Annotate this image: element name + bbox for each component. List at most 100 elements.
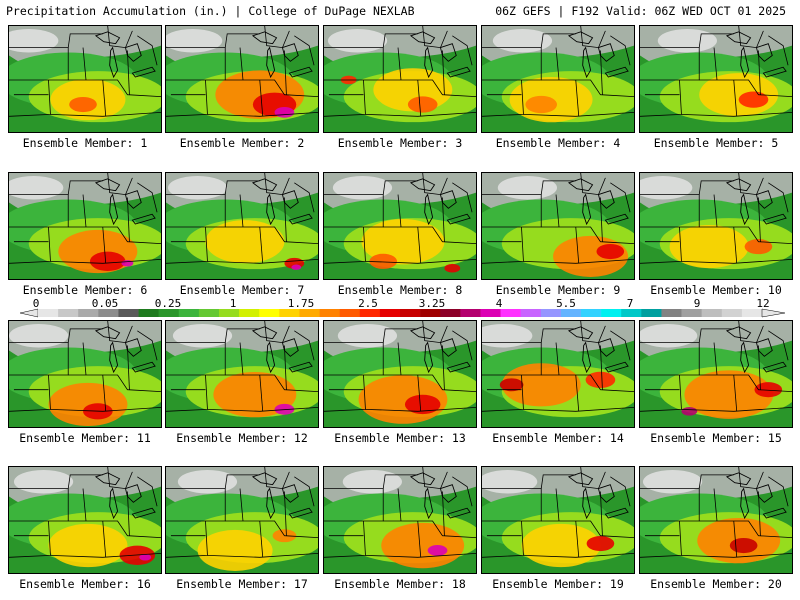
colorbar-swatch bbox=[400, 309, 421, 317]
precipitation-map bbox=[166, 467, 318, 573]
ensemble-map-panel bbox=[481, 466, 635, 574]
colorbar-tick-label: 5.5 bbox=[556, 297, 576, 310]
precipitation-map bbox=[482, 173, 634, 279]
precip-area bbox=[684, 370, 774, 419]
ensemble-map-panel bbox=[8, 466, 162, 574]
ensemble-map-panel bbox=[639, 25, 793, 133]
colorbar-swatch bbox=[158, 309, 180, 317]
precipitation-map bbox=[9, 173, 161, 279]
precip-area bbox=[274, 106, 295, 118]
precip-area bbox=[404, 394, 441, 415]
ensemble-member-label: Ensemble Member: 6 bbox=[22, 283, 148, 297]
precipitation-map bbox=[324, 467, 476, 573]
ensemble-map-panel bbox=[481, 320, 635, 428]
ensemble-map-panel bbox=[323, 172, 477, 280]
colorbar-swatch bbox=[581, 309, 602, 317]
precip-area bbox=[585, 371, 616, 388]
colorbar-swatch bbox=[98, 309, 119, 317]
colorbar-tick-label: 7 bbox=[626, 297, 634, 310]
colorbar-swatch bbox=[359, 309, 381, 317]
ensemble-member-label: Ensemble Member: 20 bbox=[650, 577, 782, 591]
ensemble-member-label: Ensemble Member: 17 bbox=[176, 577, 308, 591]
ensemble-map-panel bbox=[165, 172, 319, 280]
ensemble-map-panel bbox=[323, 320, 477, 428]
map-title: Precipitation Accumulation (in.) | Colle… bbox=[6, 4, 415, 18]
colorbar-swatch bbox=[178, 309, 200, 317]
colorbar-swatch bbox=[520, 309, 542, 317]
colorbar-swatch bbox=[641, 309, 662, 317]
precipitation-map bbox=[482, 467, 634, 573]
colorbar-swatch bbox=[339, 309, 361, 317]
precip-area bbox=[596, 243, 625, 260]
precip-area bbox=[744, 239, 773, 255]
ensemble-map-panel bbox=[639, 466, 793, 574]
colorbar-swatch bbox=[621, 309, 642, 317]
colorbar-swatch bbox=[701, 309, 723, 317]
ensemble-member-label: Ensemble Member: 2 bbox=[179, 136, 305, 150]
ensemble-member-label: Ensemble Member: 16 bbox=[19, 577, 151, 591]
precipitation-map bbox=[640, 467, 792, 573]
precipitation-map bbox=[482, 321, 634, 427]
ensemble-member-label: Ensemble Member: 1 bbox=[22, 136, 148, 150]
colorbar-swatch bbox=[560, 309, 582, 317]
colorbar-min-arrow bbox=[19, 308, 39, 318]
precipitation-map bbox=[324, 26, 476, 132]
precip-area bbox=[69, 96, 97, 113]
precipitation-map bbox=[166, 173, 318, 279]
ensemble-member-label: Ensemble Member: 5 bbox=[653, 136, 779, 150]
precipitation-map bbox=[9, 26, 161, 132]
precip-area bbox=[381, 522, 465, 569]
precip-area bbox=[754, 382, 783, 398]
precip-area bbox=[89, 251, 126, 272]
precip-area bbox=[427, 545, 448, 556]
ensemble-map-panel bbox=[165, 25, 319, 133]
ensemble-map-panel bbox=[165, 320, 319, 428]
ensemble-member-label: Ensemble Member: 3 bbox=[337, 136, 463, 150]
precipitation-map bbox=[324, 173, 476, 279]
ensemble-member-label: Ensemble Member: 7 bbox=[179, 283, 305, 297]
colorbar-tick-label: 9 bbox=[693, 297, 701, 310]
ensemble-member-label: Ensemble Member: 15 bbox=[650, 431, 782, 445]
precip-area bbox=[213, 371, 297, 418]
precip-area bbox=[291, 264, 302, 270]
precip-area bbox=[681, 406, 698, 416]
precip-area bbox=[499, 378, 524, 392]
ensemble-member-label: Ensemble Member: 14 bbox=[492, 431, 624, 445]
colorbar-swatch bbox=[138, 309, 159, 317]
colorbar-swatch bbox=[259, 309, 280, 317]
colorbar-max-arrow bbox=[761, 308, 786, 318]
colorbar-swatch bbox=[198, 309, 220, 317]
colorbar-swatch bbox=[661, 309, 682, 317]
colorbar-tick-label: 3.25 bbox=[418, 297, 446, 310]
precipitation-map bbox=[640, 321, 792, 427]
precip-area bbox=[501, 363, 581, 407]
colorbar-tick-label: 1 bbox=[229, 297, 237, 310]
ensemble-map-panel bbox=[323, 466, 477, 574]
colorbar-swatch bbox=[741, 309, 763, 317]
precipitation-map bbox=[640, 26, 792, 132]
ensemble-map-panel bbox=[8, 172, 162, 280]
colorbar-tick-label: 0 bbox=[32, 297, 40, 310]
ensemble-map-panel bbox=[8, 25, 162, 133]
colorbar-swatch bbox=[681, 309, 702, 317]
ensemble-member-label: Ensemble Member: 10 bbox=[650, 283, 782, 297]
precip-area bbox=[669, 225, 749, 269]
colorbar-swatch bbox=[319, 309, 340, 317]
precipitation-map bbox=[324, 321, 476, 427]
precip-area bbox=[48, 382, 128, 427]
valid-time: 06Z GEFS | F192 Valid: 06Z WED OCT 01 20… bbox=[495, 4, 786, 18]
colorbar-swatch bbox=[58, 309, 79, 317]
colorbar-tick-label: 0.05 bbox=[91, 297, 119, 310]
colorbar-swatch bbox=[500, 309, 521, 317]
ensemble-map-panel bbox=[8, 320, 162, 428]
precip-area bbox=[369, 253, 398, 269]
colorbar-tick-label: 1.75 bbox=[287, 297, 315, 310]
ensemble-member-label: Ensemble Member: 12 bbox=[176, 431, 308, 445]
ensemble-map-panel bbox=[639, 320, 793, 428]
color-scale-bar bbox=[19, 308, 786, 318]
precip-area bbox=[48, 523, 128, 568]
precipitation-map bbox=[166, 26, 318, 132]
colorbar-swatch bbox=[379, 309, 401, 317]
precip-area bbox=[444, 263, 461, 273]
colorbar-swatch bbox=[299, 309, 320, 317]
